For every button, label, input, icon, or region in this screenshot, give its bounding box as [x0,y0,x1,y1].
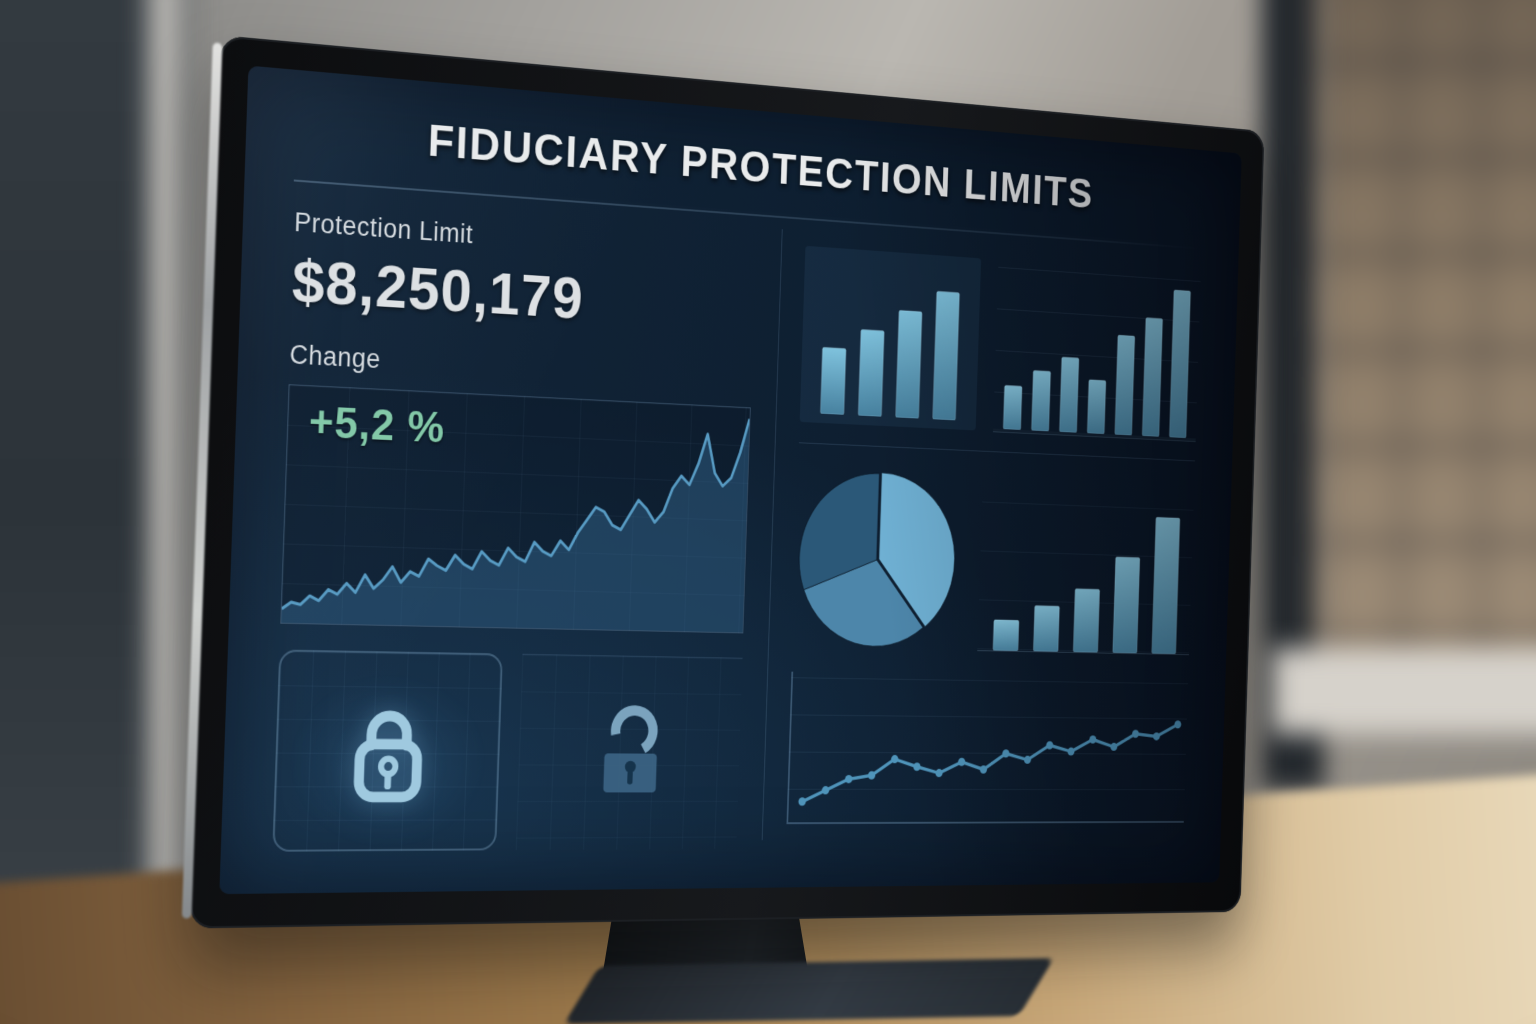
lock-closed-icon [331,692,446,810]
lock-closed-tile [272,649,503,852]
dot-line-chart [789,672,1189,823]
bar-chart-panel-small [800,245,981,431]
five-bar-chart [986,505,1188,654]
bar-chart-panel-wide [992,259,1201,442]
protection-trend-panel: +5,2 % [280,384,752,634]
window-sill [1270,648,1536,734]
seven-bar-chart [997,273,1195,439]
security-tiles [272,649,743,852]
lock-open-icon [582,701,679,793]
top-bar-charts-row [800,245,1201,442]
ascending-bars-wrap [977,497,1194,656]
window-left-frame [150,0,180,960]
building-through-window [1316,0,1536,700]
right-column [762,229,1205,841]
pie-chart-wrap [793,465,960,652]
lock-open-tile [515,653,743,851]
four-bar-chart [814,263,968,420]
dashboard: FIDUCIARY PROTECTION LIMITS Protection L… [219,66,1241,895]
change-value: +5,2 % [308,396,446,453]
monitor: FIDUCIARY PROTECTION LIMITS Protection L… [181,35,1265,929]
allocation-pie-chart [793,465,960,652]
change-label: Change [289,339,382,375]
section-divider [799,442,1196,462]
left-column: Protection Limit $8,250,179 Change +5,2 … [265,193,782,852]
dashboard-content: Protection Limit $8,250,179 Change +5,2 … [265,193,1205,852]
monitor-stand-base [563,958,1055,1024]
protection-trend-area-chart [281,385,750,633]
pie-and-bars-row [792,458,1194,664]
dot-line-chart-panel [786,671,1189,825]
monitor-screen: FIDUCIARY PROTECTION LIMITS Protection L… [219,65,1242,895]
